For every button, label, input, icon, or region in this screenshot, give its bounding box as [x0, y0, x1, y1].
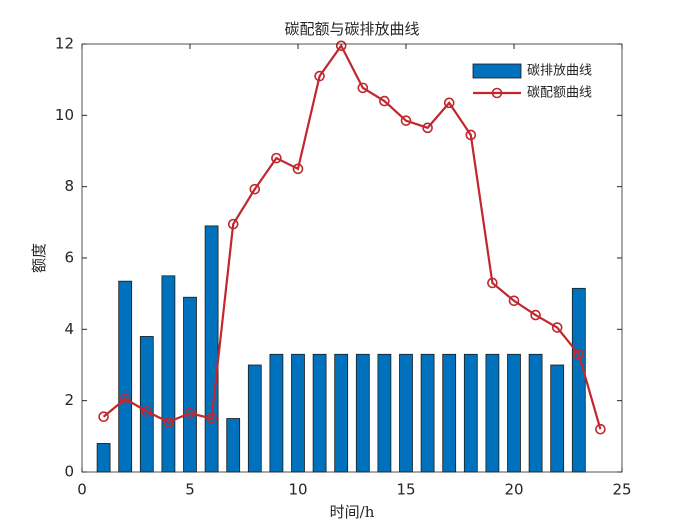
- bar: [550, 364, 565, 473]
- bar: [96, 443, 111, 473]
- line-marker: [487, 277, 498, 289]
- x-tick-label: 25: [612, 481, 631, 499]
- x-tick-label: 10: [288, 481, 307, 499]
- line-marker: [595, 423, 606, 435]
- bar: [269, 353, 284, 473]
- line-marker: [335, 40, 347, 52]
- legend-swatch: [472, 63, 522, 79]
- bar: [377, 353, 392, 473]
- axes-box: [81, 43, 623, 473]
- y-tick-label: 0: [64, 463, 74, 481]
- line-marker: [119, 393, 131, 405]
- line-marker: [508, 295, 520, 307]
- bar: [291, 353, 305, 473]
- bar: [226, 418, 241, 473]
- y-axis-label: 额度: [30, 243, 48, 273]
- legend-label: 碳配额曲线: [527, 86, 592, 101]
- bar: [183, 296, 197, 473]
- bar: [204, 225, 219, 473]
- x-tick-label: 15: [396, 481, 415, 499]
- line-marker: [422, 122, 433, 134]
- bar: [334, 353, 349, 473]
- bar: [312, 353, 327, 473]
- bar: [139, 336, 154, 473]
- bar: [399, 353, 413, 473]
- y-tick-label: 12: [55, 35, 74, 53]
- x-tick-label: 5: [185, 481, 195, 499]
- bar: [463, 353, 478, 473]
- line-marker: [573, 348, 585, 360]
- line-marker: [184, 407, 196, 419]
- line-marker: [206, 413, 217, 424]
- line-marker: [163, 416, 174, 428]
- line-marker: [98, 411, 109, 423]
- bar: [420, 353, 435, 473]
- bar: [442, 353, 457, 473]
- bar: [118, 280, 133, 473]
- y-tick-label: 2: [64, 391, 74, 409]
- legend-label: 碳排放曲线: [527, 64, 592, 79]
- line-marker: [465, 129, 477, 141]
- y-tick-label: 10: [55, 106, 74, 124]
- bar: [247, 364, 262, 473]
- line-marker: [443, 97, 455, 109]
- x-axis-label: 时间/h: [330, 503, 375, 521]
- line-marker: [530, 309, 541, 321]
- x-tick-label: 20: [504, 481, 523, 499]
- line-marker: [249, 183, 261, 195]
- y-tick-label: 8: [64, 177, 74, 195]
- chart-title: 碳配额与碳排放曲线: [284, 20, 419, 38]
- bar: [528, 353, 543, 473]
- line-marker: [357, 82, 369, 94]
- line-marker: [141, 406, 153, 417]
- line-marker: [379, 95, 390, 107]
- x-tick-label: 0: [77, 481, 87, 499]
- bar: [571, 287, 586, 473]
- line-marker: [314, 70, 325, 82]
- line-marker: [400, 115, 412, 126]
- y-tick-label: 6: [64, 249, 74, 267]
- bar: [507, 353, 521, 473]
- legend-swatch-marker: [491, 87, 503, 99]
- bar: [161, 275, 176, 473]
- line-marker: [271, 152, 282, 164]
- bar: [485, 353, 500, 473]
- line-marker: [292, 163, 304, 175]
- line-marker: [227, 218, 239, 230]
- bar: [355, 353, 370, 473]
- y-tick-label: 4: [64, 320, 74, 338]
- line-marker: [551, 322, 563, 333]
